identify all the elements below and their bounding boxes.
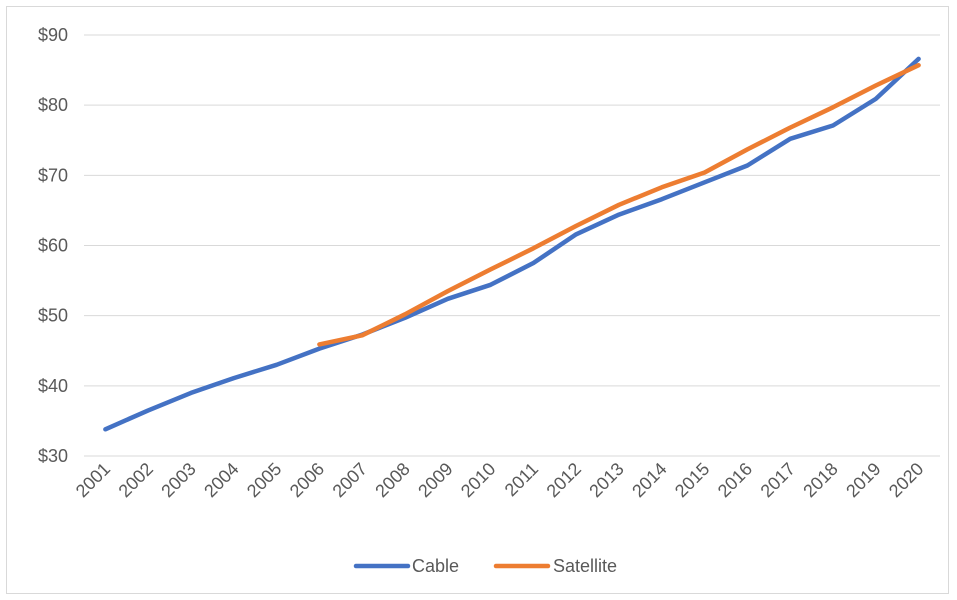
legend-label-cable: Cable [412,556,459,576]
x-tick-label: 2019 [842,459,884,501]
x-tick-label: 2001 [72,459,114,501]
x-tick-label: 2005 [243,459,285,501]
x-axis-tick-labels: 2001 2002 2003 2004 2005 2006 2007 2008 2009 2010… [72,459,928,501]
y-tick-label: $50 [38,306,68,326]
x-tick-label: 2003 [157,459,199,501]
x-tick-label: 2006 [286,459,328,501]
legend: Cable Satellite [353,556,617,576]
y-axis-tick-labels: $30 $40 $50 $60 $70 $80 $90 [38,25,68,466]
x-tick-label: 2020 [885,459,927,501]
x-tick-label: 2011 [501,459,543,501]
x-tick-label: 2016 [714,459,756,501]
x-tick-label: 2018 [799,459,841,501]
y-tick-label: $30 [38,446,68,466]
series-line-cable [103,56,921,432]
legend-label-satellite: Satellite [553,556,617,576]
x-tick-label: 2017 [757,459,799,501]
gridlines [84,34,940,457]
y-tick-label: $40 [38,376,68,396]
x-tick-label: 2009 [414,459,456,501]
x-tick-label: 2002 [115,459,157,501]
x-tick-label: 2008 [371,459,413,501]
x-tick-label: 2015 [671,459,713,501]
y-tick-label: $80 [38,95,68,115]
x-tick-label: 2013 [585,459,627,501]
y-tick-label: $90 [38,25,68,45]
series-lines [103,56,921,432]
x-tick-label: 2007 [329,459,371,501]
x-tick-label: 2012 [543,459,585,501]
x-tick-label: 2010 [457,459,499,501]
x-tick-label: 2004 [200,459,242,501]
y-tick-label: $60 [38,236,68,256]
chart-area [6,6,949,594]
x-tick-label: 2014 [628,459,670,501]
y-tick-label: $70 [38,165,68,185]
